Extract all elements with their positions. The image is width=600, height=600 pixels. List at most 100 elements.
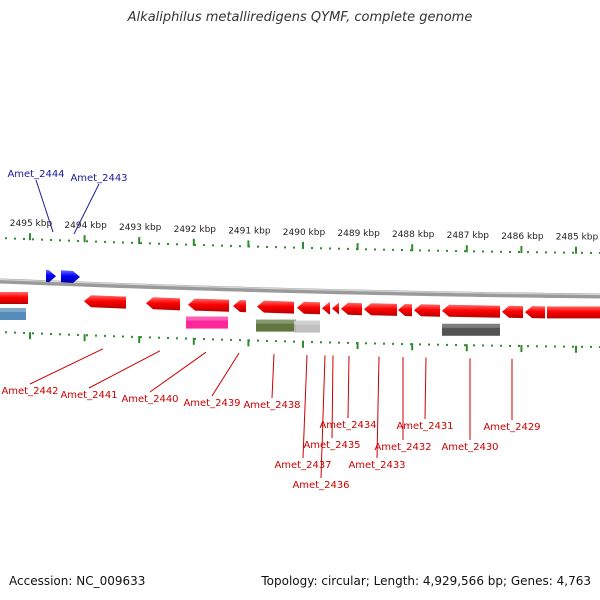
- feature-block: [442, 323, 500, 336]
- reverse-gene: [297, 301, 320, 315]
- leader-line: [29, 348, 104, 385]
- minor-tick: [185, 243, 187, 246]
- scale-tick-label: 2493 kbp: [119, 223, 162, 233]
- major-tick: [247, 240, 250, 248]
- feature-block-shine: [256, 319, 296, 324]
- leader-line: [331, 355, 334, 439]
- minor-tick: [365, 342, 367, 345]
- leader-line: [320, 355, 326, 479]
- minor-tick: [257, 339, 259, 342]
- minor-tick: [140, 242, 142, 245]
- minor-tick: [437, 343, 439, 346]
- leader-line: [271, 354, 275, 399]
- minor-tick: [113, 241, 115, 244]
- minor-tick: [77, 239, 79, 242]
- minor-tick: [383, 248, 385, 251]
- reverse-gene: [502, 305, 523, 319]
- minor-tick: [518, 251, 520, 254]
- feature-track-layer: [0, 308, 500, 336]
- minor-tick: [50, 238, 52, 241]
- reverse-gene: [414, 304, 440, 317]
- leader-line: [73, 183, 100, 235]
- minor-tick: [284, 340, 286, 343]
- minor-tick: [230, 338, 232, 341]
- major-tick: [465, 245, 468, 253]
- minor-tick: [563, 345, 565, 348]
- minor-tick: [203, 338, 205, 341]
- leader-line: [347, 355, 350, 419]
- minor-tick: [536, 251, 538, 254]
- backbone: [0, 278, 600, 299]
- major-tick: [247, 339, 250, 347]
- minor-tick: [131, 241, 133, 244]
- scale-tick-label: 2494 kbp: [64, 221, 107, 231]
- reverse-gene: [146, 297, 180, 311]
- scale-tick-label: 2489 kbp: [337, 229, 380, 239]
- minor-tick: [311, 247, 313, 250]
- minor-tick: [104, 334, 106, 337]
- minor-tick: [41, 332, 43, 335]
- minor-tick: [176, 337, 178, 340]
- minor-tick: [266, 339, 268, 342]
- tick-layer: 2495 kbp 2494 kbp 2493 kbp 2492 kbp 2491 kbp…: [5, 219, 600, 353]
- leader-line: [211, 352, 240, 397]
- major-tick: [411, 343, 414, 351]
- minor-tick: [68, 333, 70, 336]
- minor-tick: [293, 340, 295, 343]
- major-tick: [302, 241, 304, 249]
- minor-tick: [473, 344, 475, 347]
- gene-Amet_2444: [46, 269, 56, 283]
- gene-label: Amet_2429: [483, 422, 540, 433]
- minor-tick: [545, 251, 547, 254]
- minor-tick: [509, 250, 511, 253]
- reverse-gene: [257, 300, 294, 314]
- minor-tick: [59, 333, 61, 336]
- minor-tick: [14, 237, 16, 240]
- minor-tick: [149, 242, 151, 245]
- major-tick: [29, 233, 31, 241]
- minor-tick: [266, 245, 268, 248]
- gene-label: Amet_2431: [396, 421, 453, 432]
- major-tick: [138, 336, 141, 344]
- major-tick: [411, 244, 414, 252]
- reverse-gene: [364, 303, 397, 316]
- minor-tick: [41, 238, 43, 241]
- gene-label: Amet_2444: [7, 169, 64, 180]
- major-tick: [192, 337, 195, 345]
- minor-tick: [572, 345, 574, 348]
- minor-tick: [428, 249, 430, 252]
- minor-tick: [518, 345, 520, 348]
- gene-label: Amet_2443: [70, 173, 127, 184]
- leader-line: [35, 179, 54, 233]
- minor-tick: [374, 248, 376, 251]
- major-tick: [520, 345, 523, 353]
- minor-tick: [86, 334, 88, 337]
- minor-tick: [473, 250, 475, 253]
- minor-tick: [410, 249, 412, 252]
- minor-tick: [329, 341, 331, 344]
- map-title: Alkaliphilus metalliredigens QYMF, compl…: [127, 10, 473, 25]
- minor-tick: [275, 246, 277, 249]
- minor-tick: [527, 345, 529, 348]
- minor-tick: [32, 238, 34, 241]
- gene-label: Amet_2441: [60, 390, 117, 401]
- minor-tick: [77, 333, 79, 336]
- leader-line: [149, 351, 207, 393]
- minor-tick: [50, 332, 52, 335]
- minor-tick: [401, 343, 403, 346]
- gene-label: Amet_2433: [348, 460, 405, 471]
- minor-tick: [185, 337, 187, 340]
- backbone-highlight: [0, 278, 600, 296]
- minor-tick: [419, 249, 421, 252]
- scale-tick-label: 2486 kbp: [501, 232, 544, 242]
- major-tick: [192, 238, 195, 246]
- label-layer: Amet_2444 Amet_2443 Amet_2442 Amet_2441 Amet…: [1, 169, 540, 491]
- major-tick: [575, 246, 577, 254]
- backbone-layer: [0, 278, 600, 299]
- major-tick: [465, 344, 468, 352]
- major-tick: [83, 334, 86, 342]
- minor-tick: [194, 243, 196, 246]
- major-tick: [83, 235, 86, 243]
- minor-tick: [482, 344, 484, 347]
- minor-tick: [392, 342, 394, 345]
